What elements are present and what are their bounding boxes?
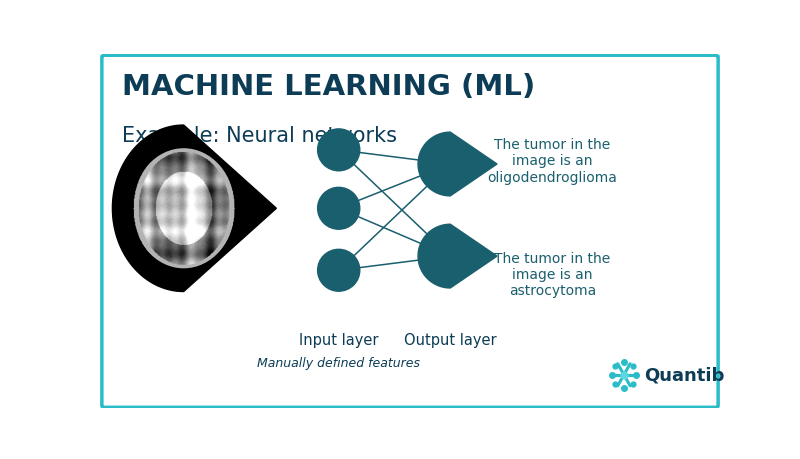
Text: Input layer: Input layer xyxy=(299,332,378,347)
Text: Output layer: Output layer xyxy=(404,332,497,347)
Ellipse shape xyxy=(318,250,360,291)
Text: Example: Neural networks: Example: Neural networks xyxy=(122,126,397,146)
Ellipse shape xyxy=(318,129,360,171)
Polygon shape xyxy=(113,126,276,292)
Text: Quantib: Quantib xyxy=(644,366,724,384)
Text: The tumor in the
image is an
oligodendroglioma: The tumor in the image is an oligodendro… xyxy=(488,138,618,184)
Polygon shape xyxy=(418,225,497,288)
Ellipse shape xyxy=(318,188,360,230)
Text: Manually defined features: Manually defined features xyxy=(258,356,420,369)
Text: The tumor in the
image is an
astrocytoma: The tumor in the image is an astrocytoma xyxy=(494,251,610,297)
Text: MACHINE LEARNING (ML): MACHINE LEARNING (ML) xyxy=(122,73,535,101)
FancyBboxPatch shape xyxy=(102,56,718,408)
Polygon shape xyxy=(418,133,497,196)
